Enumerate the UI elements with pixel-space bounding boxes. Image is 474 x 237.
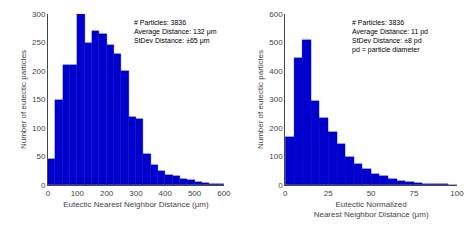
svg-text:0: 0 bbox=[278, 181, 283, 190]
svg-text:100: 100 bbox=[32, 124, 46, 133]
svg-text:0: 0 bbox=[41, 181, 46, 190]
svg-text:100: 100 bbox=[450, 189, 464, 198]
svg-text:300: 300 bbox=[129, 189, 143, 198]
svg-text:500: 500 bbox=[188, 189, 202, 198]
svg-text:0: 0 bbox=[283, 189, 288, 198]
svg-text:25: 25 bbox=[324, 189, 333, 198]
svg-text:50: 50 bbox=[36, 152, 45, 161]
svg-text:200: 200 bbox=[269, 124, 283, 133]
svg-text:200: 200 bbox=[100, 189, 114, 198]
svg-text:600: 600 bbox=[217, 189, 231, 198]
svg-text:400: 400 bbox=[269, 67, 283, 76]
svg-text:500: 500 bbox=[269, 38, 283, 47]
svg-text:250: 250 bbox=[32, 38, 46, 47]
svg-text:75: 75 bbox=[410, 189, 419, 198]
svg-text:300: 300 bbox=[269, 95, 283, 104]
svg-text:# Particles: 3836Average Dista: # Particles: 3836Average Distance: 11 pd… bbox=[352, 19, 428, 54]
svg-text:400: 400 bbox=[159, 189, 173, 198]
svg-text:Eutectic Nearest Neighbor Dist: Eutectic Nearest Neighbor Distance (μm) bbox=[63, 200, 209, 209]
svg-text:Eutectic NormalizedNearest Nei: Eutectic NormalizedNearest Neighbor Dist… bbox=[314, 200, 429, 219]
svg-text:100: 100 bbox=[269, 152, 283, 161]
svg-text:100: 100 bbox=[71, 189, 85, 198]
svg-text:150: 150 bbox=[32, 95, 46, 104]
svg-text:50: 50 bbox=[367, 189, 376, 198]
svg-text:Number of eutectic particles: Number of eutectic particles bbox=[19, 50, 28, 149]
svg-text:Number of eutectic particles: Number of eutectic particles bbox=[256, 50, 265, 149]
svg-text:300: 300 bbox=[32, 10, 46, 19]
svg-text:200: 200 bbox=[32, 67, 46, 76]
svg-text:# Particles: 3836Average Dista: # Particles: 3836Average Distance: 132 μ… bbox=[134, 19, 217, 45]
svg-text:0: 0 bbox=[46, 189, 51, 198]
svg-text:600: 600 bbox=[269, 10, 283, 19]
